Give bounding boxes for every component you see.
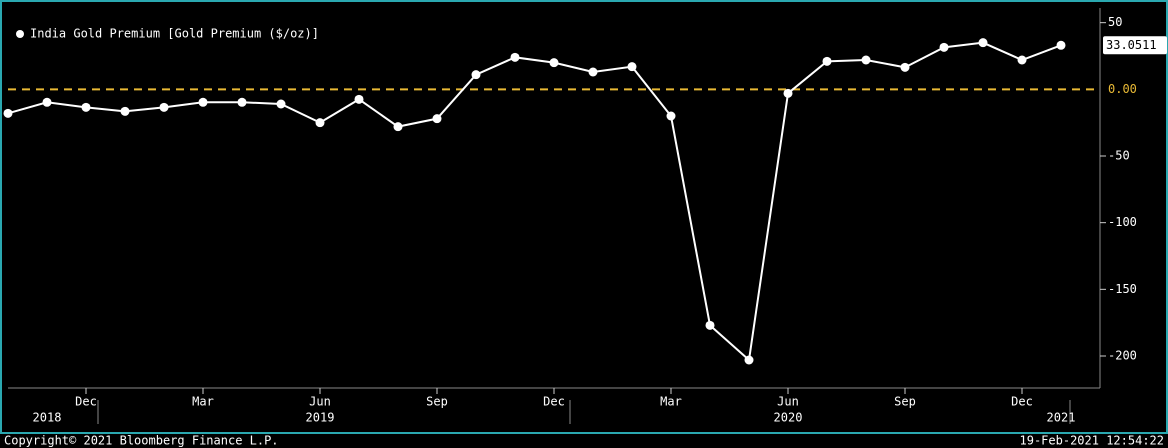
data-point <box>3 108 13 118</box>
reference-label: 0.00 <box>1108 82 1137 96</box>
data-point <box>354 94 364 104</box>
data-point <box>822 56 832 66</box>
year-label: 2021 <box>1047 411 1076 425</box>
data-point <box>1017 55 1027 65</box>
data-point <box>42 97 52 107</box>
y-tick-label: -100 <box>1108 215 1137 229</box>
x-tick-label: Dec <box>543 395 565 409</box>
data-point <box>393 122 403 132</box>
year-label: 2019 <box>306 411 335 425</box>
y-tick-label: -50 <box>1108 149 1130 163</box>
data-point <box>588 67 598 77</box>
legend-label: India Gold Premium [Gold Premium ($/oz)] <box>30 27 319 41</box>
data-point <box>432 114 442 124</box>
x-tick-label: Jun <box>309 395 331 409</box>
series-line <box>7 41 1062 362</box>
data-point <box>627 62 637 72</box>
y-tick-label: -150 <box>1108 282 1137 296</box>
data-point <box>978 38 988 48</box>
data-point <box>510 52 520 62</box>
data-point <box>783 88 793 98</box>
x-tick-label: Mar <box>660 395 682 409</box>
data-point <box>900 62 910 72</box>
data-point <box>81 102 91 112</box>
data-point <box>237 97 247 107</box>
data-point <box>120 106 130 116</box>
legend-dot <box>16 30 24 38</box>
x-tick-label: Dec <box>1011 395 1033 409</box>
x-tick-label: Sep <box>894 395 916 409</box>
x-tick-label: Mar <box>192 395 214 409</box>
data-point <box>1056 40 1066 50</box>
x-tick-label: Sep <box>426 395 448 409</box>
last-value-label: 33.0511 <box>1106 38 1157 52</box>
x-tick-label: Jun <box>777 395 799 409</box>
data-point <box>939 42 949 52</box>
y-tick-label: 50 <box>1108 15 1122 29</box>
data-point <box>861 55 871 65</box>
year-label: 2018 <box>33 411 62 425</box>
data-point <box>315 118 325 128</box>
data-point <box>276 99 286 109</box>
copyright: Copyright© 2021 Bloomberg Finance L.P. <box>4 434 279 448</box>
data-point <box>666 111 676 121</box>
frame <box>0 0 1168 434</box>
data-point <box>705 320 715 330</box>
x-tick-label: Dec <box>75 395 97 409</box>
timestamp: 19-Feb-2021 12:54:22 <box>1020 434 1165 448</box>
data-point <box>744 355 754 365</box>
data-point <box>198 97 208 107</box>
last-value-box <box>1103 36 1167 55</box>
y-tick-label: -200 <box>1108 349 1137 363</box>
data-point <box>549 58 559 68</box>
data-point <box>471 70 481 80</box>
data-point <box>159 102 169 112</box>
year-label: 2020 <box>774 411 803 425</box>
